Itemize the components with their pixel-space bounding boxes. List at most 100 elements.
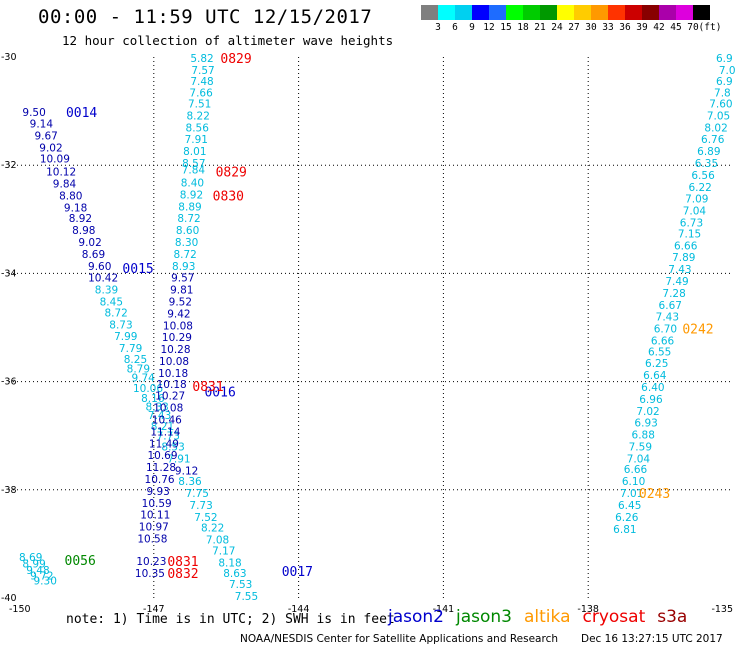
wave-height-value: 7.99	[114, 331, 137, 343]
wave-height-value: 6.96	[639, 394, 663, 406]
map-title: 00:00 - 11:59 UTC 12/15/2017	[38, 6, 373, 28]
wave-height-value: 10.27	[155, 391, 185, 403]
wave-height-value: 6.45	[618, 500, 641, 512]
wave-height-value: 8.98	[72, 225, 95, 237]
pass-time-label: 0015	[122, 262, 153, 277]
wave-height-value: 7.59	[629, 442, 652, 454]
x-tick-label: -138	[577, 604, 599, 615]
map-marks: 9.509.149.679.0210.0910.129.848.809.188.…	[19, 52, 736, 603]
legend-label: 3	[435, 22, 441, 33]
y-tick-label: -30	[1, 52, 17, 63]
wave-height-value: 9.84	[53, 179, 77, 191]
wave-height-value: 8.56	[186, 122, 210, 134]
wave-height-value: 9.48	[26, 565, 49, 577]
wave-height-value: 6.10	[622, 476, 645, 488]
satellite-label: cryosat	[582, 607, 646, 627]
legend-swatch	[523, 5, 540, 20]
wave-height-value: 6.88	[632, 430, 655, 442]
legend-swatch	[472, 5, 489, 20]
x-tick-label: -147	[143, 604, 165, 615]
wave-height-value: 7.55	[235, 591, 258, 603]
wave-height-value: 8.21	[151, 421, 174, 433]
wave-height-value: 8.63	[223, 568, 246, 580]
legend-label: 15	[500, 22, 512, 33]
wave-height-value: 8.92	[69, 213, 92, 225]
wave-height-value: 9.14	[30, 119, 54, 131]
wave-height-value: 9.52	[169, 297, 192, 309]
y-tick-label: -34	[1, 268, 17, 279]
wave-height-value: 10.46	[152, 414, 182, 426]
wave-height-value: 9.67	[34, 130, 57, 142]
wave-height-value: 9.12	[175, 465, 198, 477]
wave-height-value: 6.64	[643, 370, 667, 382]
wave-height-value: 9.42	[167, 308, 190, 320]
wave-height-value: 8.72	[177, 213, 200, 225]
wave-height-value: 7.91	[167, 453, 190, 465]
wave-height-value: 8.22	[187, 110, 210, 122]
pass-time-label: 0829	[220, 52, 251, 67]
wave-height-value: 7.05	[707, 110, 730, 122]
wave-height-value: 6.93	[634, 418, 657, 430]
wave-height-value: 6.22	[688, 182, 711, 194]
legend-swatch	[642, 5, 659, 20]
map-subtitle: 12 hour collection of altimeter wave hei…	[62, 33, 394, 48]
wave-height-value: 10.09	[40, 154, 70, 166]
wave-height-value: 7.01	[620, 488, 643, 500]
wave-height-value: 11.49	[149, 438, 179, 450]
satellite-label: jason2	[388, 607, 444, 627]
wave-height-value: 6.35	[695, 158, 718, 170]
wave-height-value: 10.11	[140, 510, 170, 522]
legend-label: 24	[551, 22, 563, 33]
pass-time-label: 0017	[282, 565, 313, 580]
wave-height-value: 8.40	[181, 178, 204, 190]
wave-height-value: 9.60	[88, 261, 111, 273]
wave-height-value: 8.69	[82, 249, 105, 261]
wave-height-value: 8.72	[104, 307, 127, 319]
wave-height-value: 7.89	[672, 252, 695, 264]
wave-height-value: 10.18	[157, 379, 187, 391]
pass-time-label: 0014	[66, 106, 97, 121]
wave-height-value: 10.12	[46, 167, 76, 179]
wave-height-value: 6.66	[651, 335, 675, 347]
wave-height-value: 10.69	[147, 450, 177, 462]
wave-height-value: 7.04	[683, 206, 707, 218]
wave-height-value: 7.73	[189, 500, 212, 512]
wave-height-value: 8.80	[59, 190, 82, 202]
legend-label: 27	[568, 22, 580, 33]
x-tick-label: -141	[433, 604, 455, 615]
wave-height-value: 7.75	[186, 488, 209, 500]
wave-height-value: 6.55	[648, 346, 671, 358]
satellite-legend: jason2 jason3 altika cryosat s3a	[388, 607, 699, 627]
satellite-label: s3a	[657, 607, 688, 627]
wave-height-value: 7.84	[182, 165, 206, 177]
wave-height-value: 10.28	[160, 344, 190, 356]
legend-swatch	[557, 5, 574, 20]
wave-height-value: 10.08	[153, 403, 183, 415]
wave-height-value: 6.81	[613, 524, 636, 536]
x-tick-label: -150	[9, 604, 31, 615]
wave-height-value: 7.52	[194, 512, 217, 524]
wave-height-value: 8.39	[95, 285, 118, 297]
wave-height-value: 10.29	[162, 332, 192, 344]
wave-height-value: 11.14	[150, 426, 180, 438]
legend-swatch	[506, 5, 523, 20]
wave-height-value: 7.57	[191, 65, 214, 77]
wave-height-value: 10.59	[142, 498, 172, 510]
legend-swatch	[676, 5, 693, 20]
wave-height-value: 7.15	[678, 228, 701, 240]
wave-height-value: 7.43	[668, 264, 691, 276]
wave-height-value: 7.49	[665, 276, 688, 288]
legend-swatches	[421, 5, 740, 20]
wave-height-value: 8.02	[704, 122, 727, 134]
wave-height-value: 10.76	[145, 474, 175, 486]
wave-height-value: 8.16	[141, 393, 165, 405]
legend-swatch	[574, 5, 591, 20]
wave-height-value: 8.89	[178, 201, 201, 213]
legend-swatch	[438, 5, 455, 20]
y-tick-label: -36	[1, 377, 17, 388]
wave-height-value: 6.56	[691, 170, 715, 182]
wave-height-value: 7.53	[229, 579, 252, 591]
wave-height-value: 6.73	[680, 218, 703, 230]
wave-height-value: 8.25	[124, 354, 147, 366]
legend-swatch	[455, 5, 472, 20]
